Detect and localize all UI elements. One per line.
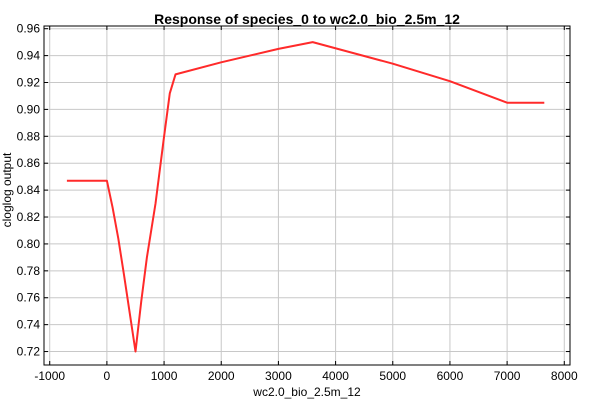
series-layer	[66, 41, 545, 353]
y-axis-ticks: 0.72 0.74 0.76 0.78 0.80 0.82 0.84 0.86 0.88 0.90…	[17, 22, 570, 359]
x-tick-label: 5000	[379, 369, 406, 383]
x-axis-ticks: -1000 0 1000 2000 3000 4000 5000 6000 7000 8000	[34, 26, 578, 383]
y-tick-label: 0.84	[17, 183, 41, 197]
y-tick-label: 0.78	[17, 264, 41, 278]
x-tick-label: 6000	[437, 369, 464, 383]
x-tick-label: 3000	[265, 369, 292, 383]
chart-title: Response of species_0 to wc2.0_bio_2.5m_…	[154, 11, 460, 27]
y-tick-label: 0.80	[17, 237, 41, 251]
y-tick-label: 0.74	[17, 318, 41, 332]
y-tick-label: 0.94	[17, 49, 41, 63]
x-tick-label: 1000	[151, 369, 178, 383]
y-tick-label: 0.90	[17, 102, 41, 116]
y-tick-label: 0.88	[17, 129, 41, 143]
y-tick-label: 0.82	[17, 210, 41, 224]
y-tick-label: 0.96	[17, 22, 41, 36]
x-tick-label: 8000	[551, 369, 578, 383]
x-tick-label: 4000	[322, 369, 349, 383]
y-tick-label: 0.76	[17, 291, 41, 305]
plot-frame	[43, 25, 571, 366]
y-tick-label: 0.72	[17, 345, 41, 359]
y-tick-label: 0.92	[17, 76, 41, 90]
y-tick-label: 0.86	[17, 156, 41, 170]
x-tick-label: 0	[104, 369, 111, 383]
x-tick-label: 2000	[208, 369, 235, 383]
response-curve	[66, 41, 545, 353]
x-tick-label: -1000	[34, 369, 65, 383]
x-axis-label: wc2.0_bio_2.5m_12	[252, 385, 361, 399]
x-tick-label: 7000	[494, 369, 521, 383]
y-axis-label: cloglog output	[0, 152, 14, 227]
